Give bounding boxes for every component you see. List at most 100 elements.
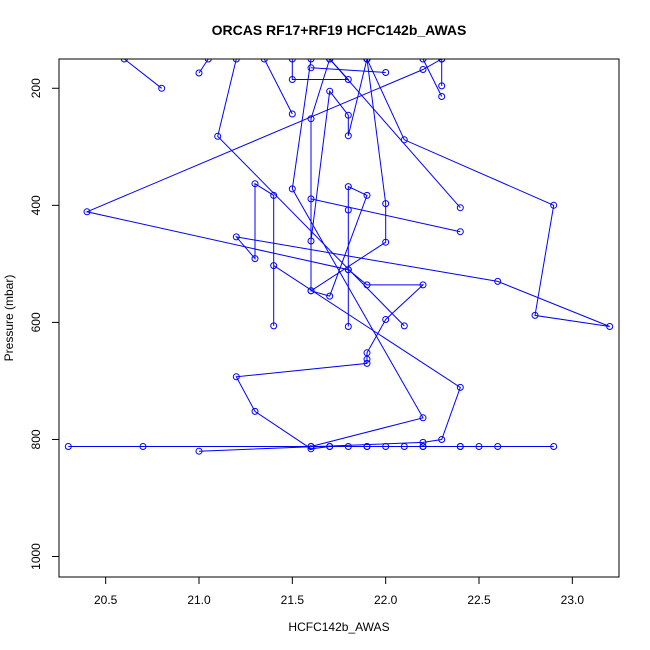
data-point <box>307 287 315 295</box>
series-line <box>68 59 554 450</box>
data-point <box>344 323 352 330</box>
y-tick-label: 800 <box>29 429 43 449</box>
series-line <box>291 59 424 447</box>
series-4 <box>83 59 446 330</box>
series-2 <box>195 59 614 455</box>
x-axis-title: HCFC142b_AWAS <box>288 620 389 634</box>
data-point <box>158 84 166 92</box>
data-point <box>363 349 371 357</box>
data-point <box>344 76 352 83</box>
series-line <box>310 59 331 291</box>
series-12 <box>195 59 212 77</box>
data-point <box>214 132 222 140</box>
data-point <box>344 111 352 119</box>
x-tick-label: 20.5 <box>94 593 118 607</box>
y-axis-title: Pressure (mbar) <box>2 275 16 362</box>
data-point <box>419 443 427 450</box>
data-point <box>307 64 315 72</box>
data-point <box>260 59 268 63</box>
data-point <box>251 407 259 415</box>
series-line <box>198 59 610 452</box>
data-point <box>419 414 427 422</box>
data-point <box>363 359 371 367</box>
data-point <box>64 443 72 450</box>
y-tick-label: 200 <box>29 78 43 98</box>
data-point <box>195 447 203 455</box>
data-point <box>606 323 614 330</box>
data-point <box>550 443 558 450</box>
data-point <box>288 59 296 63</box>
series-line <box>263 59 293 115</box>
chart-title: ORCAS RF17+RF19 HCFC142b_AWAS <box>212 22 467 38</box>
y-tick-label: 1000 <box>29 543 43 570</box>
data-point <box>139 443 147 450</box>
data-point <box>382 238 390 246</box>
data-point <box>419 59 427 63</box>
data-point <box>363 191 371 199</box>
data-point <box>288 185 296 193</box>
series-5 <box>307 59 464 245</box>
data-point <box>438 82 446 90</box>
series-line <box>123 59 163 89</box>
data-point <box>326 87 334 95</box>
data-point <box>456 228 464 236</box>
data-point <box>83 208 91 216</box>
data-point <box>419 66 427 73</box>
data-point <box>456 204 464 212</box>
data-point <box>307 59 315 63</box>
y-tick-label: 400 <box>29 195 43 215</box>
data-point <box>270 322 278 330</box>
series-15 <box>419 59 446 100</box>
data-point <box>419 281 427 289</box>
x-tick-label: 21.0 <box>187 593 211 607</box>
data-point <box>307 443 315 450</box>
x-tick-label: 22.0 <box>374 593 398 607</box>
data-point <box>494 277 502 285</box>
series-7 <box>214 59 408 330</box>
series-11 <box>260 59 296 118</box>
data-point <box>531 311 539 319</box>
series-10 <box>307 64 390 76</box>
data-point <box>288 76 296 83</box>
data-point <box>438 59 446 63</box>
y-axis: 200 400 600 800 1000 <box>29 78 60 570</box>
data-point <box>419 438 427 446</box>
data-point <box>232 373 240 381</box>
data-point <box>307 115 315 123</box>
data-point <box>344 266 352 274</box>
data-point <box>475 443 483 450</box>
series-13 <box>120 59 166 92</box>
data-point <box>344 132 352 140</box>
data-point <box>307 445 315 453</box>
data-point <box>232 59 240 63</box>
data-point <box>270 191 278 199</box>
y-tick-label: 600 <box>29 312 43 332</box>
series-3 <box>288 59 427 450</box>
data-point <box>382 316 390 323</box>
data-point <box>363 59 371 63</box>
data-point <box>232 233 240 241</box>
data-point <box>438 436 446 443</box>
data-point <box>120 59 128 63</box>
data-point <box>326 292 334 300</box>
series-line <box>422 59 443 97</box>
data-point <box>288 110 296 118</box>
data-point <box>382 69 390 76</box>
data-point <box>400 322 408 330</box>
data-point <box>438 93 446 100</box>
data-point <box>344 443 352 450</box>
data-point <box>270 262 278 270</box>
series-line <box>85 59 442 327</box>
x-tick-label: 23.0 <box>561 593 585 607</box>
data-point <box>382 200 390 208</box>
data-point <box>195 69 203 77</box>
data-point <box>251 255 259 263</box>
series-line <box>310 67 386 73</box>
data-point <box>251 180 259 188</box>
data-point <box>494 443 502 450</box>
data-point <box>363 443 371 450</box>
series-14 <box>438 59 446 90</box>
data-point <box>456 383 464 391</box>
x-tick-label: 21.5 <box>281 593 305 607</box>
